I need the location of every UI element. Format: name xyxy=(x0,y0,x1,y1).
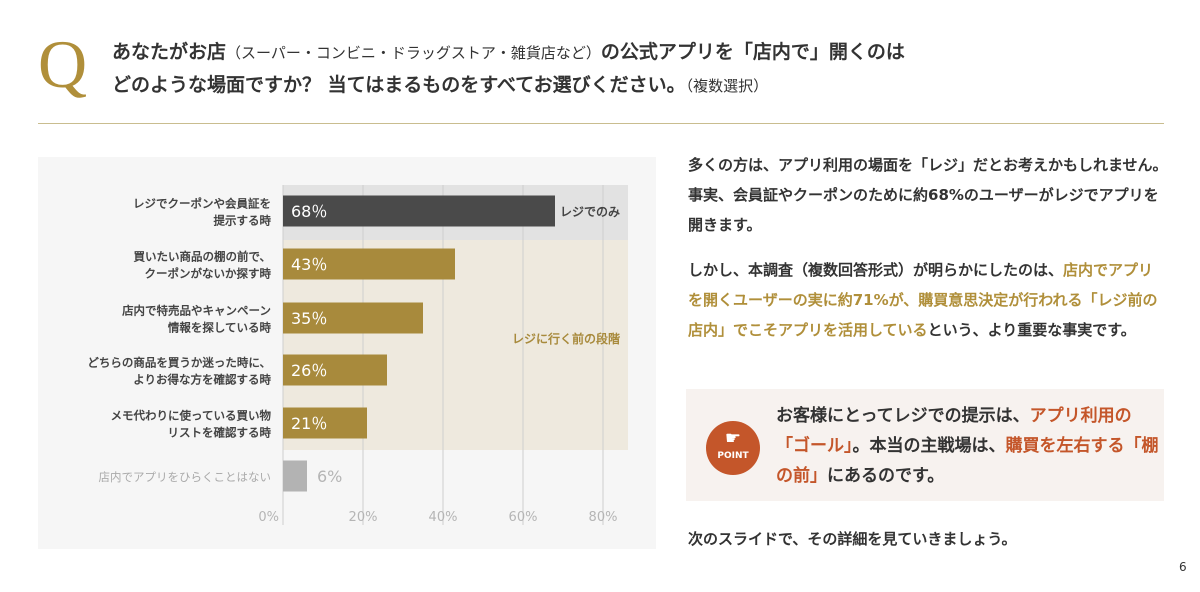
category-label: リストを確認する時 xyxy=(168,426,272,440)
q-line1-paren: （スーパー・コンビニ・ドラッグストア・雑貨店など） xyxy=(226,44,601,62)
category-label: 情報を探している時 xyxy=(167,321,272,335)
x-tick-label: 40% xyxy=(429,510,458,525)
category-label: 店内で特売品やキャンペーン xyxy=(122,304,271,318)
bar xyxy=(283,407,367,439)
data-label: 26％ xyxy=(291,361,327,380)
pt4: 購買を左右する「棚の前」 xyxy=(776,436,1159,486)
data-label: 6% xyxy=(317,467,342,486)
pointing-hand-icon: ☛ xyxy=(724,428,742,449)
x-tick-label: 0% xyxy=(258,510,279,525)
category-label: メモ代わりに使っている買い物 xyxy=(111,409,272,423)
x-tick-label: 60% xyxy=(509,510,538,525)
data-label: 68％ xyxy=(291,202,327,221)
pt2: アプリ利用の「ゴール」 xyxy=(776,406,1132,456)
pt1: お客様にとってレジでの提示は、 xyxy=(776,406,1030,426)
q-line2-paren: （複数選択） xyxy=(685,77,769,95)
pt3: 。本当の主戦場は、 xyxy=(852,436,1006,456)
band-label-before-register: レジに行く前の段階 xyxy=(512,331,620,346)
p2-highlight: 店内でアプリを開くユーザーの実に約71%が、購買意思決定が行われる「レジ前の店内… xyxy=(688,261,1158,339)
question-text: あなたがお店（スーパー・コンビニ・ドラッグストア・雑貨店など）の公式アプリを「店… xyxy=(112,36,905,102)
category-label: よりお得な方を確認する時 xyxy=(133,373,271,387)
bar xyxy=(283,195,555,227)
body-p1: 多くの方は、アプリ利用の場面を「レジ」だとお考えかもしれません。事実、会員証やク… xyxy=(688,156,1168,234)
point-label: POINT xyxy=(717,451,749,461)
p2-a: しかし、本調査（複数回答形式）が明らかにしたのは、 xyxy=(688,261,1064,279)
category-label: 店内でアプリをひらくことはない xyxy=(99,470,272,484)
bar xyxy=(283,248,455,280)
data-label: 43％ xyxy=(291,255,327,274)
body-p3: 次のスライドで、その詳細を見ていきましょう。 xyxy=(688,530,1017,548)
p2-c: という、より重要な事実です。 xyxy=(927,321,1136,339)
bar xyxy=(283,460,307,492)
category-label: 提示する時 xyxy=(214,214,272,228)
point-box: ☛ POINT お客様にとってレジでの提示は、アプリ利用の「ゴール」。本当の主戦… xyxy=(686,389,1164,501)
q-mark: Q xyxy=(38,26,88,102)
page-number: 6 xyxy=(1179,560,1187,574)
data-label: 35％ xyxy=(291,309,327,328)
category-label: レジでクーポンや会員証を xyxy=(133,197,271,211)
category-label: 買いたい商品の棚の前で、 xyxy=(133,250,271,264)
q-line1: あなたがお店 xyxy=(112,41,227,63)
bar xyxy=(283,302,423,334)
x-tick-label: 80% xyxy=(589,510,618,525)
body-p2: しかし、本調査（複数回答形式）が明らかにしたのは、店内でアプリを開くユーザーの実… xyxy=(688,255,1168,345)
x-tick-label: 20% xyxy=(349,510,378,525)
category-label: クーポンがないか探す時 xyxy=(145,267,272,281)
bar xyxy=(283,354,387,386)
category-label: どちらの商品を買うか迷った時に、 xyxy=(87,356,271,370)
bar-chart: 0% 20% 40% 60% 80% レジでのみレジに行く前の段階 68％ レジでクーポンや会… xyxy=(38,157,656,549)
pt5: にあるのです。 xyxy=(827,466,945,486)
q-line2: どのような場面ですか？ 当てはまるものをすべてお選びください。 xyxy=(112,74,686,96)
band-label-register: レジでのみ xyxy=(560,205,620,219)
q-line1-rest: の公式アプリを「店内で」開くのは xyxy=(600,41,905,63)
point-badge: ☛ POINT xyxy=(706,421,760,475)
point-text: お客様にとってレジでの提示は、アプリ利用の「ゴール」。本当の主戦場は、購買を左右… xyxy=(776,401,1164,491)
data-label: 21％ xyxy=(291,414,327,433)
divider xyxy=(38,123,1164,124)
